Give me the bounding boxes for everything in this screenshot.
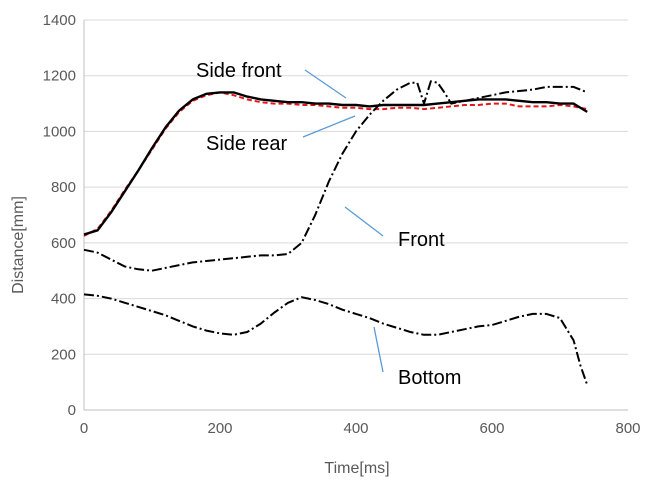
x-tick-label: 600 xyxy=(479,420,504,437)
x-tick-label: 200 xyxy=(207,420,232,437)
x-tick-label: 800 xyxy=(615,420,640,437)
axes: 0 200 400 600 800 1000 1200 1400 0 200 400 600 800 xyxy=(43,12,641,437)
y-tick-label: 1400 xyxy=(43,12,76,29)
y-tick-label: 400 xyxy=(51,291,76,308)
x-tick-label: 400 xyxy=(343,420,368,437)
leader-line-side-rear xyxy=(302,115,356,138)
annotation-label-front: Front xyxy=(398,229,445,251)
x-axis-title: Time[ms] xyxy=(324,460,389,477)
x-tick-label: 0 xyxy=(80,420,88,437)
leader-line-side-front xyxy=(304,69,347,99)
annotations: Side front Side rear Front Bottom xyxy=(196,60,461,389)
y-tick-label: 600 xyxy=(51,235,76,252)
series-line-side-front xyxy=(83,91,588,236)
series-line-front xyxy=(83,80,588,272)
data-series xyxy=(83,80,589,386)
y-tick-label: 0 xyxy=(68,402,76,419)
series-line-side-rear xyxy=(83,91,588,237)
annotation-label-side-front: Side front xyxy=(196,60,282,82)
annotation-label-side-rear: Side rear xyxy=(206,133,287,155)
y-axis-title: Distance[mm] xyxy=(10,196,27,294)
y-tick-label: 800 xyxy=(51,179,76,196)
y-tick-label: 200 xyxy=(51,346,76,363)
y-tick-label: 1000 xyxy=(43,123,76,140)
leader-line-bottom xyxy=(373,326,384,373)
leader-line-front xyxy=(344,206,384,237)
y-tick-label: 1200 xyxy=(43,68,76,85)
annotation-label-bottom: Bottom xyxy=(398,367,461,389)
series-line-bottom xyxy=(83,293,589,386)
